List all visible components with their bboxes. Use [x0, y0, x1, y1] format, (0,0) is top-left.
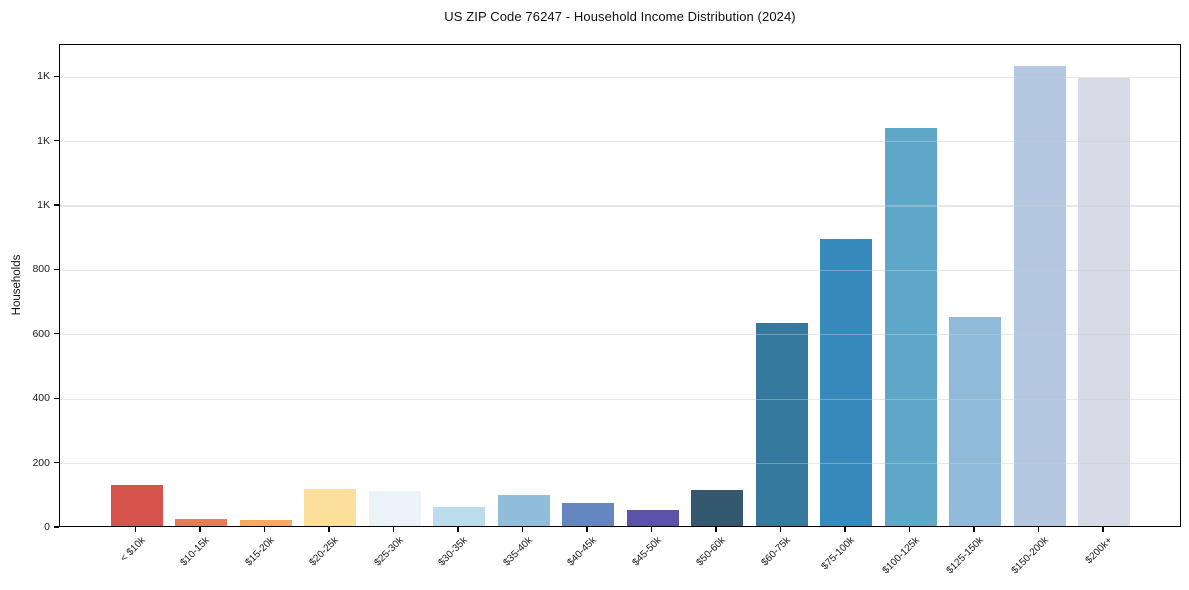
y-tick-label: 200	[32, 456, 50, 469]
gridline-1K	[60, 205, 1180, 207]
y-tick-mark	[54, 526, 59, 528]
x-tick-mark	[199, 527, 201, 532]
bar-7	[497, 495, 550, 526]
bar-4	[304, 488, 356, 526]
bar-6	[433, 507, 485, 526]
bar-9	[626, 509, 679, 526]
bar-10	[691, 489, 743, 526]
gridline-1K	[60, 76, 1180, 78]
y-tick-label: 400	[32, 392, 50, 405]
bar-13	[884, 128, 937, 526]
y-tick-mark	[54, 333, 59, 335]
x-tick-mark	[328, 527, 330, 532]
plot-area	[59, 44, 1181, 527]
x-tick-mark	[715, 527, 717, 532]
chart-title: US ZIP Code 76247 - Household Income Dis…	[444, 9, 796, 24]
x-tick-label-1: < $10k	[118, 535, 148, 565]
y-tick-label: 1K	[37, 199, 50, 211]
y-tick-mark	[54, 204, 59, 206]
x-tick-mark	[586, 527, 588, 532]
y-tick-mark	[54, 75, 59, 77]
y-tick-label: 0	[44, 521, 50, 533]
gridline-1K	[60, 141, 1180, 143]
y-tick-mark	[54, 397, 59, 399]
gridline-200	[60, 463, 1180, 465]
bar-3	[239, 519, 292, 526]
y-tick-mark	[54, 139, 59, 142]
bar-2	[175, 518, 227, 526]
x-tick-mark	[263, 527, 266, 532]
x-tick-mark	[908, 527, 911, 532]
y-tick-label: 1K	[37, 134, 50, 147]
bar-11	[755, 323, 808, 526]
x-tick-mark	[134, 527, 137, 532]
y-tick-label: 800	[32, 263, 50, 276]
x-tick-mark	[457, 527, 459, 532]
x-tick-mark	[650, 527, 653, 532]
y-tick-mark	[54, 461, 59, 464]
gridline-400	[60, 398, 1180, 400]
x-tick-mark	[392, 527, 395, 532]
y-tick-mark	[54, 268, 59, 271]
x-tick-mark	[844, 527, 846, 532]
bar-1	[110, 484, 163, 526]
bar-5	[368, 490, 421, 526]
x-tick-mark	[779, 527, 782, 532]
x-tick-mark	[1102, 527, 1104, 532]
bar-15	[1013, 65, 1066, 526]
bar-8	[562, 502, 614, 526]
x-tick-mark	[521, 527, 524, 532]
bar-12	[820, 239, 872, 526]
gridline-600	[60, 334, 1180, 336]
bar-14	[949, 316, 1001, 526]
x-tick-mark	[973, 527, 975, 532]
gridline-800	[60, 269, 1180, 271]
y-tick-label: 600	[32, 327, 50, 340]
x-tick-mark	[1037, 527, 1040, 532]
y-tick-label: 1K	[37, 70, 50, 83]
bar-16	[1078, 78, 1130, 526]
